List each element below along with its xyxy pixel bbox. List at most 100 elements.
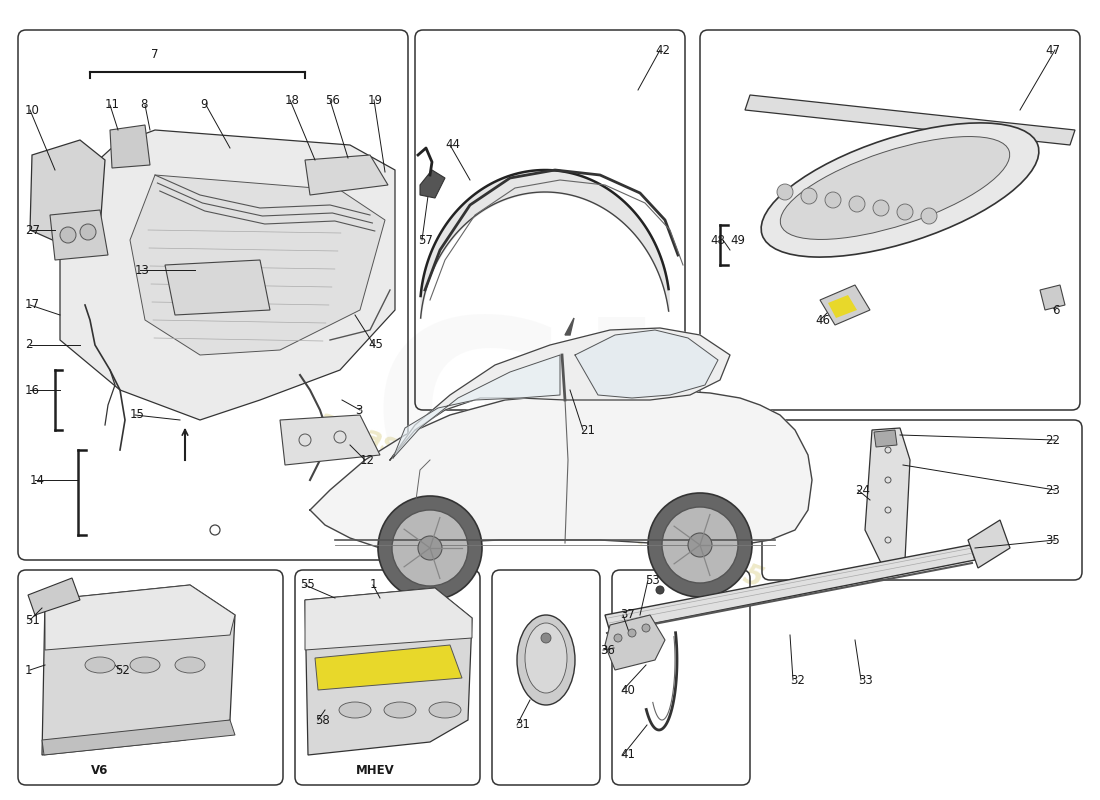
Circle shape [656,586,664,594]
Text: 45: 45 [368,338,383,351]
Text: 46: 46 [815,314,830,326]
Polygon shape [130,175,385,355]
Polygon shape [305,155,388,195]
Text: 49: 49 [730,234,745,246]
Polygon shape [165,260,270,315]
Polygon shape [575,330,718,398]
Ellipse shape [517,615,575,705]
Polygon shape [45,585,235,650]
Ellipse shape [761,123,1038,257]
Text: 55: 55 [300,578,315,591]
Circle shape [921,208,937,224]
Text: 41: 41 [620,749,635,762]
Circle shape [614,634,622,642]
Polygon shape [305,588,472,650]
Text: 47: 47 [1045,43,1060,57]
Polygon shape [745,95,1075,145]
Text: 6: 6 [1053,303,1060,317]
Text: 15: 15 [130,409,145,422]
Text: a passion for parts since 1985: a passion for parts since 1985 [314,406,767,594]
Circle shape [541,633,551,643]
Text: 8: 8 [140,98,147,111]
Polygon shape [420,170,446,198]
Text: 13: 13 [135,263,150,277]
Ellipse shape [175,657,205,673]
Circle shape [648,493,752,597]
Ellipse shape [525,623,566,693]
Circle shape [378,496,482,600]
Polygon shape [60,130,395,420]
Text: 14: 14 [30,474,45,486]
Circle shape [825,192,842,208]
Text: 35: 35 [1045,534,1060,546]
Text: 40: 40 [620,683,635,697]
Circle shape [801,188,817,204]
Polygon shape [565,318,574,335]
Text: 16: 16 [25,383,40,397]
Polygon shape [315,645,462,690]
Text: 18: 18 [285,94,300,106]
Text: 22: 22 [1045,434,1060,446]
Circle shape [896,204,913,220]
Circle shape [60,227,76,243]
Ellipse shape [130,657,159,673]
Text: 37: 37 [620,609,635,622]
Text: 19: 19 [368,94,383,106]
Text: 31: 31 [515,718,530,731]
Circle shape [662,507,738,583]
Circle shape [642,624,650,632]
Text: 2: 2 [25,338,33,351]
Polygon shape [42,720,235,755]
Polygon shape [310,390,812,548]
Text: 27: 27 [25,223,40,237]
Ellipse shape [384,702,416,718]
Polygon shape [110,125,150,168]
Ellipse shape [780,137,1010,239]
Polygon shape [28,578,80,615]
Polygon shape [865,428,910,565]
Text: 32: 32 [790,674,805,686]
Circle shape [628,629,636,637]
Circle shape [418,536,442,560]
Text: 51: 51 [25,614,40,626]
Text: 17: 17 [25,298,40,311]
Text: 3: 3 [355,403,362,417]
Text: 1: 1 [370,578,377,591]
Polygon shape [820,285,870,325]
Polygon shape [1040,285,1065,310]
Text: 42: 42 [654,43,670,57]
Polygon shape [50,210,108,260]
Polygon shape [390,328,730,460]
Polygon shape [305,588,472,755]
Polygon shape [874,430,896,447]
Polygon shape [280,415,380,465]
Circle shape [688,533,712,557]
Text: 23: 23 [1045,483,1060,497]
Text: 7: 7 [152,49,158,62]
Circle shape [392,510,468,586]
Ellipse shape [85,657,116,673]
Polygon shape [968,520,1010,568]
Text: 21: 21 [580,423,595,437]
Text: MHEV: MHEV [355,763,395,777]
Circle shape [873,200,889,216]
Text: 24: 24 [855,483,870,497]
Text: GI: GI [371,309,669,551]
Text: 56: 56 [324,94,340,106]
Circle shape [777,184,793,200]
Polygon shape [605,615,665,670]
Text: 52: 52 [116,663,130,677]
Polygon shape [42,585,235,755]
Text: 57: 57 [418,234,433,246]
Text: 12: 12 [360,454,375,466]
Text: 10: 10 [25,103,40,117]
Polygon shape [30,140,105,250]
Text: 44: 44 [446,138,460,151]
Text: 36: 36 [600,643,615,657]
Circle shape [80,224,96,240]
Text: 1: 1 [25,663,33,677]
Text: 33: 33 [858,674,872,686]
Polygon shape [605,545,975,632]
Text: V6: V6 [91,763,109,777]
Polygon shape [393,355,560,458]
